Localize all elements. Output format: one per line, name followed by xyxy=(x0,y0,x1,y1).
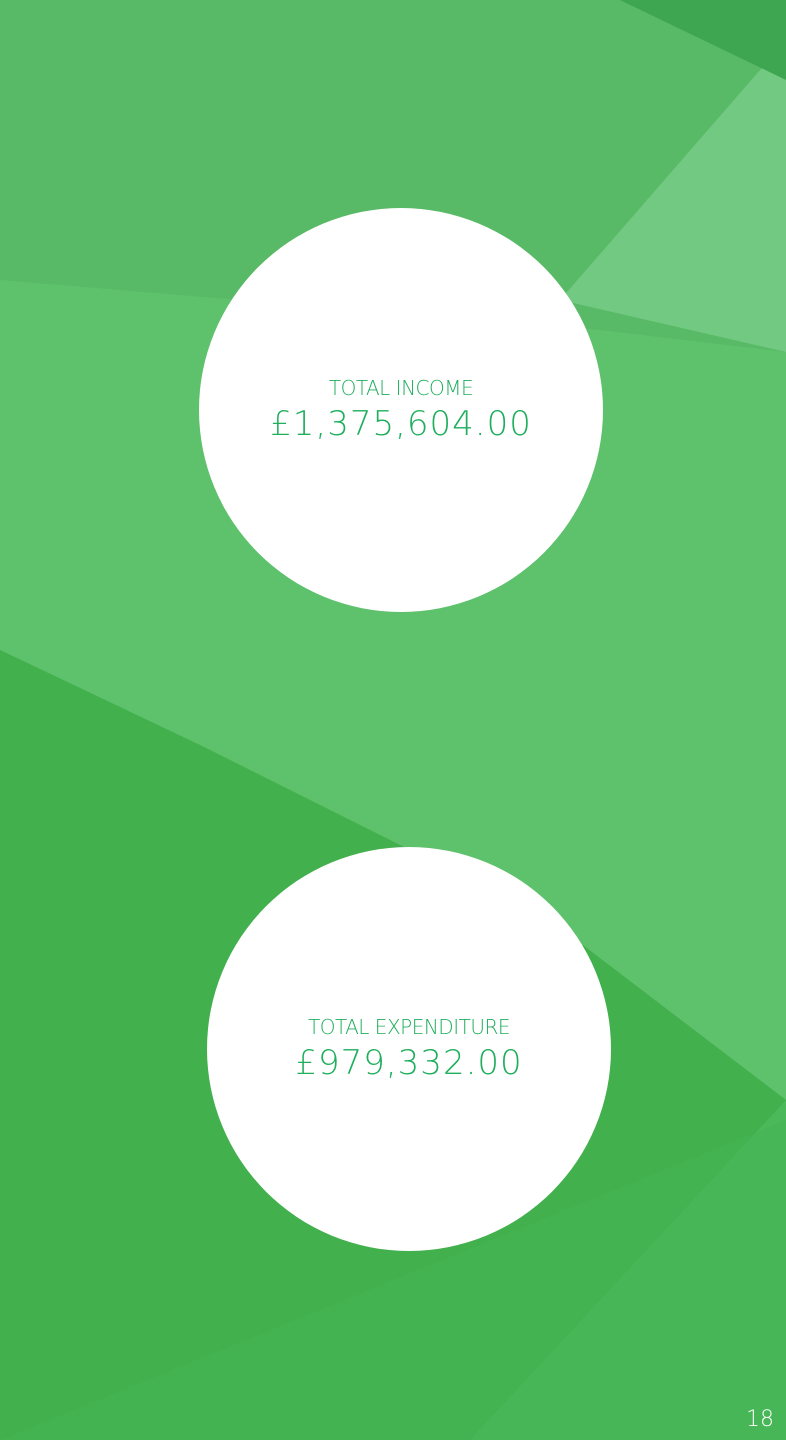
expenditure-label: TOTAL EXPENDITURE xyxy=(308,1015,511,1039)
income-label: TOTAL INCOME xyxy=(328,376,474,400)
expenditure-amount: £979,332.00 xyxy=(295,1043,523,1083)
income-circle: TOTAL INCOME £1,375,604.00 xyxy=(199,208,603,612)
income-amount: £1,375,604.00 xyxy=(270,404,532,444)
expenditure-circle: TOTAL EXPENDITURE £979,332.00 xyxy=(207,847,611,1251)
page-number: 18 xyxy=(746,1407,774,1432)
